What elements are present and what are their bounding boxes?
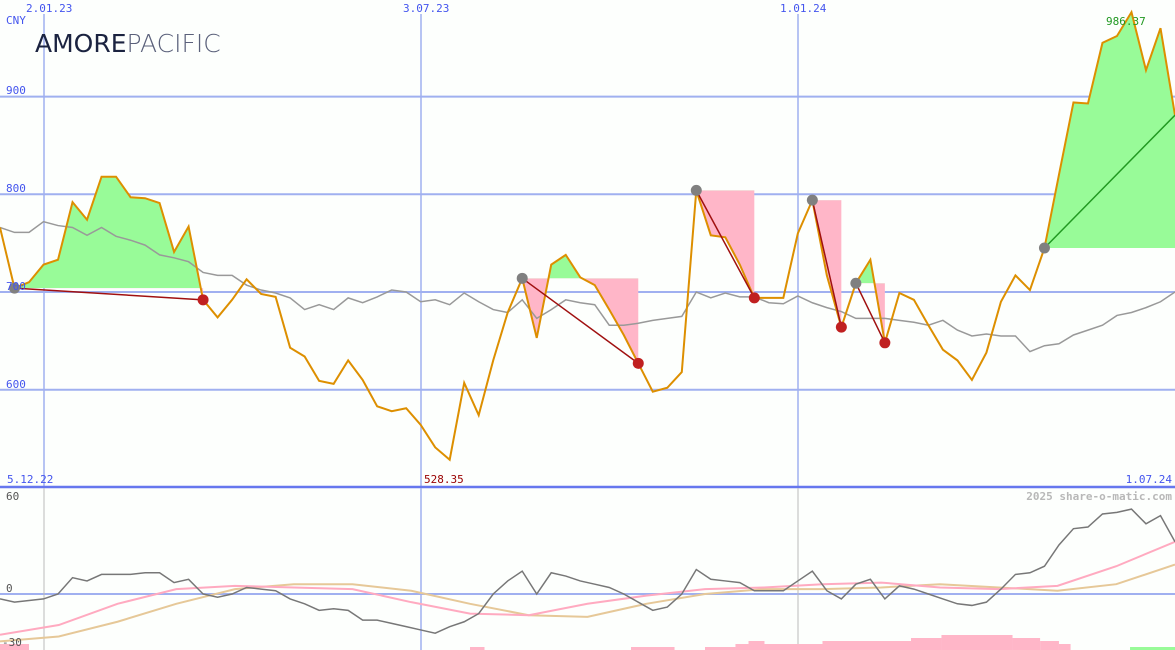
- gain-area: [855, 259, 885, 284]
- histogram-bar: [748, 641, 765, 650]
- histogram-bar: [470, 647, 485, 650]
- y-tick-label: 700: [6, 280, 26, 293]
- indicator-tick-label: 60: [6, 490, 19, 503]
- sell-marker: [879, 337, 891, 349]
- watermark: 2025 share-o-matic.com: [1026, 490, 1172, 503]
- price-line: [0, 9, 1175, 462]
- histogram-bar: [1012, 638, 1041, 650]
- buy-marker: [516, 272, 528, 284]
- buy-marker: [850, 277, 862, 289]
- x-tick-label: 1.01.24: [780, 2, 827, 15]
- x-tick-label: 3.07.23: [403, 2, 449, 15]
- gain-area: [522, 254, 639, 279]
- histogram-bar: [764, 644, 823, 650]
- signal-tan-line: [0, 563, 1175, 643]
- trade-line: [14, 287, 204, 301]
- indicator-tick-label: 0: [6, 582, 13, 595]
- gain-area: [1044, 12, 1175, 249]
- indicator-panel: [0, 508, 1175, 650]
- loss-area: [522, 278, 639, 364]
- buy-marker: [690, 184, 702, 196]
- momentum-line: [0, 508, 1175, 634]
- trade-line: [811, 199, 843, 328]
- histogram-bar: [1130, 647, 1175, 650]
- histogram-bar: [705, 647, 736, 650]
- company-logo: AMOREPACIFIC: [35, 29, 221, 58]
- indicator-tick-label: -30: [2, 636, 22, 649]
- min-price-label: 528.35: [424, 473, 464, 486]
- buy-marker: [9, 282, 21, 294]
- buy-marker: [1038, 242, 1050, 254]
- max-price-label: 986.37: [1106, 15, 1146, 28]
- histogram-bar: [910, 638, 942, 650]
- histogram-bar: [1040, 641, 1059, 650]
- y-tick-label: 900: [6, 84, 26, 97]
- grid: [0, 14, 1175, 650]
- trade-line: [521, 277, 639, 364]
- histogram-bar: [1058, 644, 1071, 650]
- histogram-bar: [631, 647, 675, 650]
- currency-label: CNY: [6, 14, 26, 27]
- trade-fills: [14, 12, 1175, 364]
- trade-markers: [9, 114, 1175, 369]
- y-tick-label: 600: [6, 378, 26, 391]
- signal-pink-line: [0, 540, 1175, 636]
- histogram-bar: [735, 644, 749, 650]
- sell-marker: [748, 292, 760, 304]
- histogram-bar: [941, 635, 1013, 650]
- sell-marker: [197, 294, 209, 306]
- histogram-bar: [0, 644, 30, 650]
- end-date-label: 1.07.24: [1126, 473, 1173, 486]
- histogram-bar: [822, 641, 911, 650]
- buy-marker: [806, 194, 818, 206]
- sell-marker: [835, 321, 847, 333]
- x-tick-label: 2.01.23: [26, 2, 72, 15]
- trade-line: [695, 190, 755, 299]
- start-date-label: 5.12.22: [7, 473, 53, 486]
- series-lines: [0, 9, 1175, 462]
- y-tick-label: 800: [6, 182, 26, 195]
- sell-marker: [632, 357, 644, 369]
- trade-line: [855, 282, 886, 344]
- open-trade-line: [1043, 114, 1175, 249]
